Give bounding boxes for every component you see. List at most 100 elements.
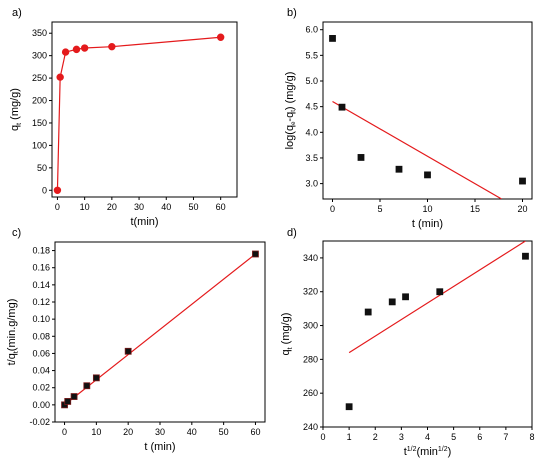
- x-tick-label: 4: [425, 432, 430, 442]
- y-tick-label: 250: [32, 73, 47, 83]
- x-tick-label: 3: [399, 432, 404, 442]
- y-tick-label: 4.0: [305, 127, 318, 137]
- y-tick-label: 0.12: [32, 297, 50, 307]
- fit-line: [332, 101, 502, 199]
- y-tick-label: 0.06: [32, 348, 50, 358]
- x-tick-label: 8: [529, 432, 534, 442]
- x-tick-label: 10: [422, 204, 432, 214]
- chart-panel-4: d) 0 1 2 3 4 5 6 7 8 240 260 280 300 320 340 t1/2(min1/2…: [280, 227, 535, 458]
- x-axis-label: t1/2(min1/2): [404, 446, 452, 458]
- y-tick-label: 340: [303, 253, 318, 263]
- plot-frame: [51, 21, 238, 198]
- x-tick-label: 30: [155, 427, 165, 437]
- y-tick-label: 0.02: [32, 383, 50, 393]
- y-tick-label: 0.04: [32, 366, 50, 376]
- data-point: [338, 103, 346, 111]
- y-tick-label: 280: [303, 354, 318, 364]
- chart-panel-1: a) 0 10 20 30 40 50 60 0 50 100 150 200 250 300 350 t(mi…: [9, 7, 238, 228]
- data-point: [395, 165, 403, 173]
- x-tick-label: 7: [503, 432, 508, 442]
- y-axis-label: log(qe-qt) (mg/g): [284, 72, 297, 150]
- y-tick-label: 320: [303, 287, 318, 297]
- data-point: [53, 186, 62, 194]
- fit-line: [64, 253, 256, 406]
- y-tick-label: 4.5: [305, 102, 318, 112]
- x-tick-label: 20: [517, 204, 527, 214]
- data-point: [402, 293, 409, 301]
- x-axis-label: t(min): [130, 216, 158, 228]
- x-tick-label: 0: [62, 427, 67, 437]
- x-tick-label: 5: [451, 432, 456, 442]
- y-tick-label: 0.18: [32, 246, 50, 256]
- x-tick-label: 40: [161, 202, 171, 212]
- y-tick-label: 150: [32, 118, 47, 128]
- x-tick-label: 40: [187, 427, 197, 437]
- x-tick-label: 2: [373, 432, 378, 442]
- data-point: [61, 48, 70, 56]
- data-point: [345, 403, 353, 411]
- y-tick-label: 200: [32, 96, 47, 106]
- y-axis-label: t/qt(min.g/mg): [6, 299, 20, 366]
- y-tick-label: 0.14: [32, 280, 50, 290]
- y-tick-label: 3.0: [305, 179, 318, 189]
- data-point: [70, 393, 78, 400]
- y-tick-label: 0.00: [32, 400, 50, 410]
- x-tick-label: 20: [123, 427, 133, 437]
- y-tick-label: 0.10: [32, 314, 50, 324]
- x-tick-label: 0: [55, 202, 60, 212]
- data-point: [424, 171, 431, 179]
- data-point: [72, 45, 81, 54]
- x-tick-label: 5: [377, 204, 382, 214]
- y-tick-label: 260: [303, 388, 318, 398]
- x-tick-label: 30: [134, 202, 144, 212]
- y-tick-label: 6.0: [305, 25, 318, 35]
- y-tick-label: 50: [37, 163, 47, 173]
- data-point: [124, 347, 132, 355]
- y-tick-label: 3.5: [305, 153, 318, 163]
- y-axis-label: qt (mg/g): [9, 88, 23, 131]
- data-point: [522, 252, 529, 260]
- x-tick-label: 10: [91, 427, 101, 437]
- panel-label: a): [12, 7, 22, 19]
- data-point: [519, 177, 526, 185]
- data-point: [436, 288, 444, 296]
- x-tick-label: 0: [330, 204, 335, 214]
- y-axis-label: qt (mg/g): [280, 313, 294, 356]
- x-tick-label: 50: [188, 202, 198, 212]
- x-tick-label: 6: [477, 432, 482, 442]
- series-line: [56, 36, 221, 191]
- x-tick-label: 10: [80, 202, 90, 212]
- y-tick-label: 0.08: [32, 331, 50, 341]
- y-tick-label: 5.5: [305, 50, 318, 60]
- y-tick-label: 100: [32, 140, 47, 150]
- chart-panel-3: c) 0 10 20 30 40 50 60 -0.02 0.00 0.02 0.04 0.06 0.08…: [6, 227, 266, 453]
- data-point: [83, 382, 91, 390]
- y-tick-label: -0.02: [29, 417, 50, 427]
- data-point: [80, 44, 89, 52]
- data-point: [357, 154, 365, 161]
- plot-frame: [54, 241, 266, 423]
- data-point: [64, 398, 72, 405]
- x-tick-label: 0: [320, 432, 325, 442]
- y-tick-label: 350: [32, 28, 47, 38]
- x-tick-label: 15: [470, 204, 480, 214]
- data-point: [364, 308, 372, 316]
- data-point: [388, 298, 396, 306]
- data-point: [252, 250, 259, 258]
- plot-frame: [322, 240, 533, 428]
- data-point: [92, 374, 100, 382]
- panel-label: d): [287, 227, 297, 239]
- x-tick-label: 60: [250, 427, 260, 437]
- y-tick-label: 240: [303, 422, 318, 432]
- data-point: [216, 33, 225, 41]
- y-tick-label: 5.0: [305, 76, 318, 86]
- data-point: [56, 73, 64, 81]
- x-axis-label: t (min): [412, 218, 443, 230]
- panel-label: c): [12, 227, 21, 239]
- x-tick-label: 50: [219, 427, 229, 437]
- data-point: [329, 35, 336, 42]
- chart-panel-2: b) 0 5 10 15 20 3.0 3.5 4.0 4.5 5.0 5.5 6.0 t (min) lo…: [284, 7, 533, 230]
- data-point: [108, 42, 116, 51]
- x-tick-label: 20: [107, 202, 117, 212]
